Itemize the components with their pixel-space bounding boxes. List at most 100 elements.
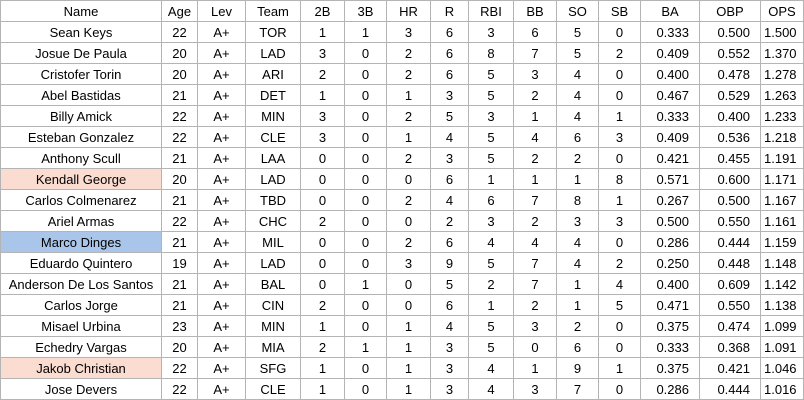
stat-cell: 1.161	[760, 210, 804, 232]
stat-cell: 20	[161, 336, 198, 358]
stat-cell: 6	[430, 21, 469, 43]
stat-cell: 0	[344, 294, 387, 316]
column-header: RBI	[468, 0, 514, 22]
player-row: Anderson De Los Santos 21 A+ BAL 0 1 0 5 2 7 1 4 0.4…	[0, 273, 804, 295]
stat-cell: 0	[300, 231, 345, 253]
stat-cell: 0.333	[640, 21, 700, 43]
stat-cell: 1.278	[760, 63, 804, 85]
stat-cell: 6	[430, 42, 469, 64]
stat-cell: 0	[344, 126, 387, 148]
stat-cell: A+	[197, 273, 246, 295]
stat-cell: 1	[300, 21, 345, 43]
stat-cell: 1	[300, 357, 345, 379]
stat-cell: 1.159	[760, 231, 804, 253]
stat-cell: 1	[386, 336, 431, 358]
player-name: Jose Devers	[0, 378, 162, 400]
stat-cell: 0.444	[699, 231, 761, 253]
stat-cell: 4	[430, 189, 469, 211]
stat-cell: 1	[344, 21, 387, 43]
column-header: 3B	[344, 0, 387, 22]
column-header: OPS	[760, 0, 804, 22]
stat-cell: 0.552	[699, 42, 761, 64]
column-header: R	[430, 0, 469, 22]
stat-cell: 0.448	[699, 252, 761, 274]
stat-cell: 5	[598, 294, 641, 316]
stat-cell: 7	[556, 378, 599, 400]
stat-cell: CLE	[245, 378, 301, 400]
stat-cell: 3	[430, 147, 469, 169]
stat-cell: 0	[300, 189, 345, 211]
stat-cell: 0	[300, 273, 345, 295]
stat-cell: MIL	[245, 231, 301, 253]
player-row: Anthony Scull 21 A+ LAA 0 0 2 3 5 2 2 0 0.421 0.455 1.…	[0, 147, 804, 169]
stat-cell: 3	[300, 126, 345, 148]
stat-cell: A+	[197, 147, 246, 169]
player-name: Cristofer Torin	[0, 63, 162, 85]
stat-cell: 5	[556, 21, 599, 43]
stat-cell: 0	[344, 252, 387, 274]
stat-cell: 4	[556, 252, 599, 274]
stat-cell: 0.421	[640, 147, 700, 169]
stat-cell: 4	[556, 84, 599, 106]
stat-cell: 9	[556, 357, 599, 379]
stat-cell: 3	[468, 210, 514, 232]
column-header: HR	[386, 0, 431, 22]
stat-cell: 21	[161, 84, 198, 106]
stat-cell: 0	[513, 336, 557, 358]
stat-cell: 2	[300, 294, 345, 316]
player-row: Josue De Paula 20 A+ LAD 3 0 2 6 8 7 5 2 0.409 0.552 1…	[0, 42, 804, 64]
stat-cell: MIN	[245, 105, 301, 127]
stat-cell: A+	[197, 315, 246, 337]
stat-cell: 1	[513, 168, 557, 190]
stat-cell: 0	[598, 378, 641, 400]
stat-cell: 21	[161, 273, 198, 295]
player-row: Misael Urbina 23 A+ MIN 1 0 1 4 5 3 2 0 0.375 0.474 1.…	[0, 315, 804, 337]
stat-cell: 1	[386, 315, 431, 337]
stat-cell: 0.400	[640, 273, 700, 295]
player-name: Marco Dinges	[0, 231, 162, 253]
stat-cell: 6	[468, 189, 514, 211]
player-name: Misael Urbina	[0, 315, 162, 337]
stat-cell: 1	[513, 105, 557, 127]
stat-cell: 0.368	[699, 336, 761, 358]
stat-cell: 1.191	[760, 147, 804, 169]
stat-cell: 0	[344, 315, 387, 337]
stat-cell: 4	[556, 105, 599, 127]
stat-cell: 3	[300, 42, 345, 64]
player-row: Cristofer Torin 20 A+ ARI 2 0 2 6 5 3 4 0 0.400 0.478…	[0, 63, 804, 85]
stat-cell: 0	[386, 210, 431, 232]
stat-cell: 3	[513, 63, 557, 85]
player-name: Sean Keys	[0, 21, 162, 43]
player-name: Ariel Armas	[0, 210, 162, 232]
column-header: Lev	[197, 0, 246, 22]
stat-cell: 2	[386, 63, 431, 85]
player-row: Jose Devers 22 A+ CLE 1 0 1 3 4 3 7 0 0.286 0.444 1.01…	[0, 378, 804, 400]
stat-cell: 0.400	[699, 105, 761, 127]
stat-cell: 6	[430, 294, 469, 316]
stat-cell: 0.600	[699, 168, 761, 190]
stat-cell: 4	[598, 273, 641, 295]
stat-cell: 2	[556, 147, 599, 169]
stat-cell: 0	[344, 210, 387, 232]
stat-cell: 1	[468, 168, 514, 190]
stat-cell: 0.474	[699, 315, 761, 337]
stat-cell: 0	[344, 168, 387, 190]
stat-cell: A+	[197, 21, 246, 43]
stat-cell: 1.046	[760, 357, 804, 379]
player-name: Echedry Vargas	[0, 336, 162, 358]
stat-cell: A+	[197, 294, 246, 316]
stat-cell: 1	[300, 84, 345, 106]
stat-cell: 1	[386, 126, 431, 148]
stat-cell: 0	[598, 63, 641, 85]
stat-cell: 2	[386, 42, 431, 64]
stat-cell: 4	[468, 378, 514, 400]
stat-cell: 9	[430, 252, 469, 274]
stat-cell: 0	[344, 378, 387, 400]
column-header: BB	[513, 0, 557, 22]
stat-cell: 0	[598, 21, 641, 43]
stat-cell: 1.370	[760, 42, 804, 64]
stat-cell: 22	[161, 105, 198, 127]
stat-cell: 0.286	[640, 231, 700, 253]
